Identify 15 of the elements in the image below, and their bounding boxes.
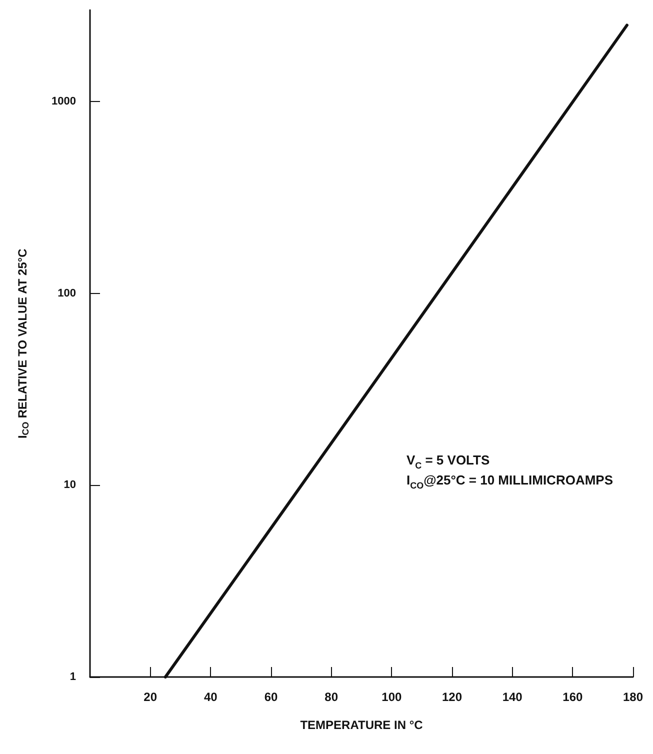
x-tick-label: 20 [144,690,158,704]
x-tick-label: 120 [442,690,462,704]
x-tick-label: 180 [622,690,644,704]
y-axis-title: ICO RELATIVE TO VALUE AT 25°C [16,248,30,439]
x-tick-label: 100 [382,690,402,704]
y-tick-label: 1000 [52,96,76,108]
y-tick-label: 1 [70,671,76,683]
x-axis-title: TEMPERATURE IN °C [300,718,424,732]
x-tick-label: 40 [204,690,218,704]
x-tick-label: 60 [264,690,278,704]
x-tick-label: 160 [562,690,583,704]
x-tick-label: 140 [502,690,523,704]
y-tick-label: 100 [58,287,76,300]
y-tick-label: 10 [64,479,76,492]
x-tick-label: 80 [324,690,338,704]
